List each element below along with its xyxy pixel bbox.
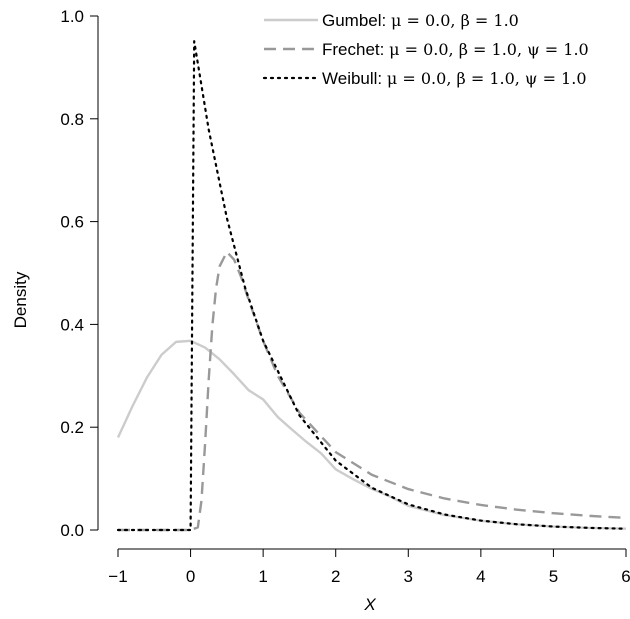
y-tick-label: 0.4 — [60, 315, 84, 334]
x-tick-label: 5 — [549, 567, 558, 586]
x-tick-label: 0 — [186, 567, 195, 586]
y-tick-label: 0.6 — [60, 213, 84, 232]
y-tick-label: 1.0 — [60, 7, 84, 26]
x-tick-label: 3 — [404, 567, 413, 586]
axes: 0.0 0.2 0.4 0.6 0.8 1.0 −1 0 1 2 3 4 5 6 — [60, 7, 630, 586]
x-tick-label: 2 — [331, 567, 340, 586]
series-line-frechet — [118, 250, 627, 532]
y-tick-label: 0.2 — [60, 418, 84, 437]
y-tick-label: 0.0 — [60, 521, 84, 540]
x-tick-label: 4 — [476, 567, 485, 586]
legend-label-frechet: Frechet: μ = 0.0, β = 1.0, ψ = 1.0 — [322, 40, 589, 59]
legend-label-weibull: Weibull: μ = 0.0, β = 1.0, ψ = 1.0 — [322, 69, 587, 88]
series-line-gumbel — [116, 339, 627, 530]
x-tick-label: 1 — [258, 567, 267, 586]
series-lines — [116, 40, 628, 532]
legend: Gumbel: μ = 0.0, β = 1.0 Frechet: μ = 0.0… — [262, 11, 589, 88]
x-tick-label: 6 — [621, 567, 630, 586]
y-tick-label: 0.8 — [60, 110, 84, 129]
x-tick-label: −1 — [108, 567, 127, 586]
legend-label-gumbel: Gumbel: μ = 0.0, β = 1.0 — [322, 11, 519, 30]
y-axis-title: Density — [11, 271, 30, 328]
x-axis-title: X — [363, 595, 376, 614]
series-line-weibull — [116, 40, 628, 532]
